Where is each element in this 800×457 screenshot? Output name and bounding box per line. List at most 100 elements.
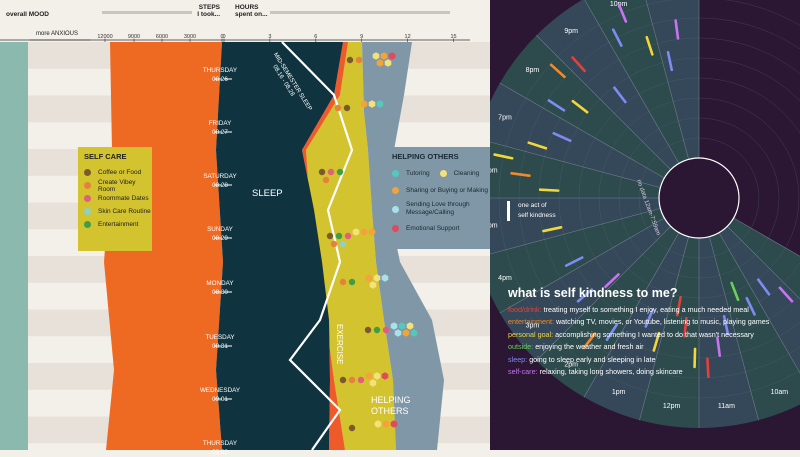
self-care-mark bbox=[383, 327, 389, 333]
hour-label: 6pm bbox=[490, 167, 498, 174]
explanation-item: entertainment: watching TV, movies, or Y… bbox=[508, 317, 798, 328]
hours-label: HOURS spent on... bbox=[235, 4, 268, 18]
hour-label: 9pm bbox=[564, 28, 578, 35]
hour-label: 4pm bbox=[498, 275, 512, 282]
acts-legend: one act of self kindness bbox=[507, 201, 556, 221]
self-care-mark bbox=[319, 169, 325, 175]
legend-swatch bbox=[84, 195, 91, 202]
hour-label: 8pm bbox=[526, 67, 540, 74]
self-care-mark bbox=[340, 241, 346, 247]
explanation-item: personal goal: accomplishing something I… bbox=[508, 330, 798, 341]
legend-label: Emotional Support bbox=[406, 225, 459, 232]
legend-swatch bbox=[392, 170, 399, 177]
legend-swatch bbox=[84, 182, 91, 189]
legend-swatch bbox=[440, 170, 447, 177]
helping-legend-title: HELPING OTHERS bbox=[392, 152, 490, 161]
legend-item: Sending Love through Message/Calling bbox=[392, 199, 490, 219]
hour-label: 5pm bbox=[490, 222, 498, 229]
legend-label: Entertainment bbox=[98, 221, 138, 228]
legend-label: Cleaning bbox=[454, 170, 480, 177]
explanation-item: self-care: relaxing, taking long showers… bbox=[508, 367, 798, 378]
self-care-mark bbox=[340, 279, 346, 285]
day-name: SUNDAY bbox=[188, 225, 252, 234]
explanation-text: accomplishing something I wanted to do t… bbox=[555, 330, 754, 339]
legend-item: Roommate Dates bbox=[84, 192, 152, 205]
hours-header-bar bbox=[270, 11, 450, 14]
self-care-mark bbox=[335, 105, 341, 111]
day-name: TUESDAY bbox=[188, 333, 252, 342]
legend-item: Skin Care Routine bbox=[84, 205, 152, 218]
explanation-item: sleep: going to sleep early and sleeping… bbox=[508, 355, 798, 366]
self-care-legend-title: SELF CARE bbox=[84, 152, 152, 161]
act-legend-label: one act of self kindness bbox=[518, 201, 556, 221]
self-care-mark bbox=[340, 377, 346, 383]
day-name: MONDAY bbox=[188, 279, 252, 288]
legend-item: Create Vibey Room bbox=[84, 179, 152, 192]
self-care-mark bbox=[323, 177, 329, 183]
self-care-mark bbox=[344, 105, 350, 111]
exercise-label: EXERCISE bbox=[335, 324, 344, 364]
helping-others-legend: HELPING OTHERS Tutoring Cleaning Sharing … bbox=[386, 147, 490, 249]
steps-header-bar bbox=[102, 11, 192, 14]
day-date: 08.26 bbox=[188, 75, 252, 84]
legend-swatch bbox=[392, 206, 399, 213]
day-date: 08.27 bbox=[188, 128, 252, 137]
explanation-text: enjoying the weather and fresh air bbox=[535, 342, 643, 351]
day-date: 09.01 bbox=[188, 395, 252, 404]
explanation-label: sleep: bbox=[508, 355, 527, 364]
legend-label: Roommate Dates bbox=[98, 195, 149, 202]
day-name: THURSDAY bbox=[188, 439, 252, 448]
day-date: 09.02 bbox=[188, 448, 252, 457]
explanation-text: relaxing, taking long showers, doing ski… bbox=[540, 367, 683, 376]
legend-label: Tutoring bbox=[406, 170, 430, 177]
kindness-act bbox=[540, 190, 558, 191]
legend-label: Skin Care Routine bbox=[98, 208, 151, 215]
explanation-text: watching TV, movies, or Youtube, listeni… bbox=[556, 317, 769, 326]
day-name: SATURDAY bbox=[188, 172, 252, 181]
steps-label: STEPS I took... bbox=[190, 4, 220, 18]
day-name: THURSDAY bbox=[188, 66, 252, 75]
mood-area bbox=[0, 42, 28, 450]
legend-swatch bbox=[84, 208, 91, 215]
legend-swatch bbox=[392, 187, 399, 194]
explanation-item: food/drink: treating myself to something… bbox=[508, 305, 798, 316]
explanation-text: going to sleep early and sleeping in lat… bbox=[529, 355, 655, 364]
self-care-mark bbox=[337, 169, 343, 175]
hour-label: 11am bbox=[718, 403, 735, 410]
legend-item: Coffee or Food bbox=[84, 166, 152, 179]
self-care-mark bbox=[347, 57, 353, 63]
helping-label: HELPING OTHERS bbox=[371, 395, 411, 417]
explanation-label: personal goal: bbox=[508, 330, 553, 339]
self-care-mark bbox=[365, 327, 371, 333]
explanation-label: food/drink: bbox=[508, 305, 542, 314]
self-care-mark bbox=[327, 233, 333, 239]
legend-item: Sharing or Buying or Making Food bbox=[392, 183, 490, 197]
explanation-label: entertainment: bbox=[508, 317, 554, 326]
self-care-legend: SELF CARE Coffee or Food Create Vibey Ro… bbox=[78, 147, 152, 251]
self-care-mark bbox=[349, 377, 355, 383]
self-care-mark bbox=[345, 233, 351, 239]
day-name: FRIDAY bbox=[188, 119, 252, 128]
self-care-mark bbox=[374, 327, 380, 333]
legend-label: Coffee or Food bbox=[98, 169, 141, 176]
explanation-label: outside: bbox=[508, 342, 533, 351]
self-care-mark bbox=[349, 279, 355, 285]
legend-item: Entertainment bbox=[84, 218, 152, 231]
act-swatch bbox=[507, 201, 510, 221]
self-care-mark bbox=[349, 425, 355, 431]
self-care-mark bbox=[336, 233, 342, 239]
mood-label: overall MOOD bbox=[6, 11, 49, 18]
legend-swatch bbox=[84, 221, 91, 228]
hour-label: 7pm bbox=[498, 114, 512, 121]
radial-chart: 8am9am10am11am12pm1pm2pm3pm4pm5pm6pm7pm8… bbox=[490, 0, 800, 450]
hour-label: 12pm bbox=[663, 403, 681, 410]
self-care-mark bbox=[331, 241, 337, 247]
